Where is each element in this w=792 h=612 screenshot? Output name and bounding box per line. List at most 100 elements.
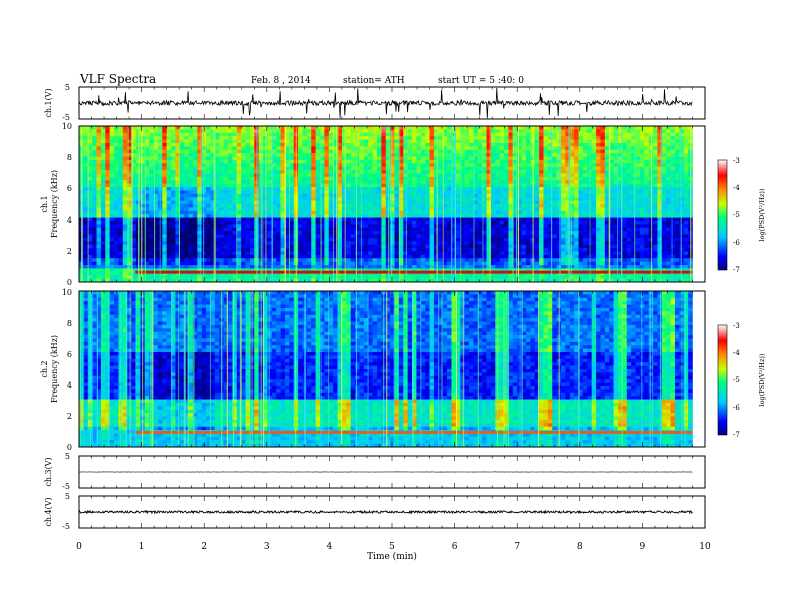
- spectrogram-cell: [341, 220, 347, 225]
- spectrogram-cell: [346, 166, 351, 171]
- spectrogram-cell: [482, 156, 487, 161]
- spectrogram-cell: [438, 244, 443, 249]
- spectrogram-cell: [149, 214, 154, 218]
- spectrogram-cell: [184, 217, 189, 222]
- spectrogram-cell: [394, 173, 400, 178]
- spectrogram-cell: [574, 163, 579, 167]
- spectrogram-cell: [561, 180, 566, 184]
- spectrogram-cell: [289, 244, 295, 249]
- spectrogram-cell: [87, 197, 93, 201]
- spectrogram-cell: [311, 183, 316, 188]
- spectrogram-cell: [341, 149, 347, 154]
- spectrogram-cell: [284, 234, 290, 239]
- spectrogram-cell: [350, 153, 356, 157]
- spectrogram-cell: [473, 190, 479, 195]
- spectrogram-cell: [561, 146, 566, 151]
- spectrogram-cell: [96, 159, 102, 164]
- spectrogram-cell: [149, 153, 154, 157]
- spectrogram-cell: [416, 136, 422, 140]
- spectrogram-cell: [337, 166, 343, 171]
- spectrogram-cell: [100, 183, 106, 188]
- spectrogram-cell: [96, 163, 102, 167]
- spectrogram-cell: [381, 217, 387, 222]
- spectrogram-cell: [451, 231, 457, 235]
- spectrogram-cell: [539, 214, 544, 218]
- spectrogram-cell: [337, 227, 343, 232]
- spectrogram-cell: [328, 146, 334, 151]
- spectrogram-cell: [543, 231, 549, 235]
- spectrogram-cell: [376, 176, 382, 181]
- spectrogram-cell: [175, 190, 181, 195]
- spectrogram-cell: [499, 190, 505, 195]
- spectrogram-cell: [166, 153, 172, 157]
- spectrogram-cell: [495, 227, 500, 232]
- spectrogram-cell: [442, 197, 448, 201]
- spectrogram-cell: [517, 136, 522, 140]
- spectrogram-cell: [613, 227, 619, 232]
- spectrogram-cell: [350, 166, 356, 171]
- spectrogram-cell: [359, 132, 365, 137]
- spectrogram-cell: [508, 241, 514, 245]
- spectrogram-cell: [525, 193, 531, 198]
- spectrogram-cell: [87, 234, 93, 239]
- spectrogram-cell: [306, 204, 312, 208]
- spectrogram-cell: [249, 126, 255, 130]
- spectrogram-cell: [508, 142, 514, 147]
- spectrogram-cell: [179, 231, 185, 235]
- spectrogram-cell: [613, 231, 619, 235]
- spectrogram-cell: [508, 156, 514, 161]
- spectrogram-cell: [368, 180, 373, 184]
- spectrogram-cell: [504, 159, 509, 164]
- spectrogram-cell: [96, 237, 102, 242]
- spectrogram-cell: [280, 156, 286, 161]
- spectrogram-cell: [644, 183, 649, 188]
- spectrogram-cell: [363, 129, 369, 134]
- spectrogram-cell: [100, 237, 106, 242]
- spectrogram-cell: [280, 220, 286, 225]
- spectrogram-cell: [188, 197, 194, 201]
- spectrogram-cell: [149, 220, 154, 225]
- spectrogram-cell: [420, 163, 426, 167]
- spectrogram-cell: [206, 231, 211, 235]
- spectrogram-cell: [425, 132, 430, 137]
- spectrogram-cell: [547, 149, 553, 154]
- spectrogram-cell: [609, 190, 614, 195]
- spectrogram-cell: [324, 204, 330, 208]
- spectrogram-cell: [232, 200, 238, 205]
- spectrogram-cell: [355, 187, 360, 191]
- spectrogram-cell: [105, 173, 110, 178]
- spectrogram-cell: [188, 193, 194, 198]
- spectrogram-cell: [289, 237, 295, 242]
- spectrogram-cell: [569, 220, 575, 225]
- spectrogram-cell: [363, 153, 369, 157]
- spectrogram-cell: [591, 207, 597, 212]
- spectrogram-cell: [591, 234, 597, 239]
- spectrogram-cell: [267, 159, 273, 164]
- spectrogram-cell: [547, 142, 553, 147]
- spectrogram-cell: [192, 132, 198, 137]
- spectrogram-cell: [166, 241, 172, 245]
- spectrogram-cell: [223, 227, 229, 232]
- spectrogram-cell: [631, 207, 636, 212]
- spectrogram-cell: [460, 132, 465, 137]
- spectrogram-cell: [666, 234, 671, 239]
- spectrogram-cell: [683, 176, 689, 181]
- spectrogram-cell: [596, 224, 601, 229]
- spectrogram-cell: [206, 183, 211, 188]
- spectrogram-cell: [179, 234, 185, 239]
- spectrogram-cell: [227, 197, 233, 201]
- spectrogram-cell: [648, 217, 654, 222]
- spectrogram-cell: [385, 227, 391, 232]
- spectrogram-cell: [337, 210, 343, 215]
- spectrogram-cell: [263, 237, 268, 242]
- spectrogram-cell: [100, 210, 106, 215]
- spectrogram-cell: [661, 176, 667, 181]
- spectrogram-cell: [574, 197, 579, 201]
- spectrogram-cell: [188, 227, 194, 232]
- spectrogram-cell: [447, 210, 452, 215]
- spectrogram-cell: [109, 237, 115, 242]
- spectrogram-cell: [140, 126, 146, 130]
- spectrogram-cell: [635, 197, 641, 201]
- spectrogram-cell: [289, 187, 295, 191]
- spectrogram-cell: [214, 200, 220, 205]
